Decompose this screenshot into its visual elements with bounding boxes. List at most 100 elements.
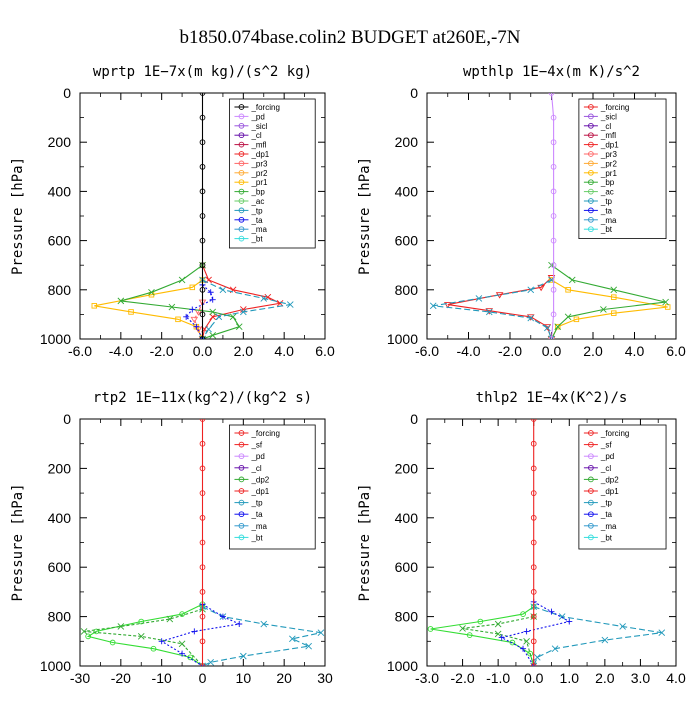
data-point <box>477 618 484 625</box>
legend-entry: _pr2 <box>250 169 268 178</box>
legend-entry: _ta <box>250 216 263 225</box>
legend-marker <box>588 476 594 483</box>
data-point <box>564 313 572 321</box>
x-tick-label: 6.0 <box>315 343 335 359</box>
series-dp2 <box>80 605 206 666</box>
data-point <box>199 311 206 318</box>
legend-marker <box>588 522 594 529</box>
data-point <box>568 276 576 284</box>
data-point <box>199 336 206 339</box>
data-point <box>199 114 206 121</box>
data-point <box>168 303 176 311</box>
plot-area <box>427 419 666 666</box>
x-tick-label: 4.0 <box>625 343 645 359</box>
legend-marker <box>588 188 594 195</box>
x-tick-label: -20 <box>111 670 131 686</box>
legend-entry: _bp <box>250 188 265 197</box>
legend-entry: _pr3 <box>600 150 618 159</box>
data-point <box>459 625 466 632</box>
data-point <box>219 286 227 294</box>
data-point <box>150 645 157 652</box>
y-tick-label: 600 <box>48 559 72 575</box>
data-point <box>566 618 573 625</box>
legend-marker <box>588 104 594 110</box>
data-point <box>229 313 237 321</box>
data-point <box>179 650 186 657</box>
x-tick-label: 0.0 <box>524 670 544 686</box>
legend-marker <box>238 216 245 223</box>
x-tick-label: -1.0 <box>486 670 510 686</box>
plot-area <box>429 93 671 339</box>
data-point <box>236 621 243 628</box>
data-point <box>199 638 206 645</box>
y-tick-label: 0 <box>63 85 71 101</box>
legend-marker <box>588 441 594 448</box>
data-point <box>530 490 537 496</box>
y-tick-label: 600 <box>395 233 419 249</box>
series-bp <box>548 261 669 339</box>
x-tick-label: -3.0 <box>415 670 439 686</box>
series-line <box>500 601 571 666</box>
series-forcing <box>199 419 206 666</box>
legend-marker <box>588 151 594 157</box>
data-point <box>530 613 537 620</box>
data-point <box>158 638 165 645</box>
x-tick-label: 20 <box>276 670 292 686</box>
y-tick-label: 0 <box>63 411 71 427</box>
series-dp1 <box>199 261 284 339</box>
data-point <box>199 564 206 571</box>
data-point <box>550 262 557 269</box>
chart-panel-1: wprtp 1E−7x(m kg)/(s^2 kg) Pressure [hPa]… <box>10 64 335 359</box>
x-tick-label: 4.0 <box>274 343 294 359</box>
data-point <box>544 324 551 332</box>
y-tick-label: 1000 <box>387 658 418 674</box>
data-point <box>485 308 493 316</box>
legend-marker <box>588 534 594 541</box>
y-tick-label: 1000 <box>40 331 71 347</box>
x-tick-label: 0.0 <box>193 343 213 359</box>
data-point <box>494 620 502 628</box>
legend-entry: _sicl <box>600 112 617 121</box>
data-point <box>215 313 223 321</box>
x-tick-label: 2.0 <box>234 343 254 359</box>
plot-area <box>91 93 294 339</box>
data-point <box>260 295 268 302</box>
legend-entry: _pd <box>600 452 614 461</box>
x-tick-label: -2.0 <box>451 670 475 686</box>
data-point <box>610 286 618 294</box>
data-point <box>530 514 537 521</box>
legend-marker <box>238 441 245 448</box>
x-tick-label: 2.0 <box>595 670 615 686</box>
data-point <box>199 490 206 496</box>
plot-area <box>80 419 325 666</box>
x-tick-label: -10 <box>152 670 172 686</box>
series-line <box>447 277 553 339</box>
data-point <box>199 613 206 620</box>
data-point <box>179 611 185 617</box>
data-point <box>611 310 617 316</box>
data-point <box>548 336 555 339</box>
data-point <box>199 139 206 146</box>
data-point <box>600 306 607 313</box>
data-point <box>199 213 206 219</box>
series-forcing <box>548 93 557 339</box>
data-point <box>260 620 268 628</box>
y-tick-label: 800 <box>48 282 72 298</box>
y-tick-label: 400 <box>48 183 72 199</box>
legend-box <box>229 98 316 249</box>
series-line <box>550 93 555 339</box>
data-point <box>199 663 206 666</box>
data-point <box>550 311 557 318</box>
legend-entry: _bt <box>600 533 613 542</box>
legend-entry: _pr3 <box>250 159 268 168</box>
data-point <box>658 629 666 636</box>
data-point <box>554 323 561 330</box>
y-tick-label: 800 <box>395 609 419 625</box>
data-point <box>443 302 452 309</box>
series-line <box>193 301 204 339</box>
legend-marker <box>588 464 594 471</box>
legend-entry: _bt <box>250 533 263 542</box>
y-tick-label: 400 <box>48 510 72 526</box>
legend-entry: _tp <box>250 206 263 215</box>
